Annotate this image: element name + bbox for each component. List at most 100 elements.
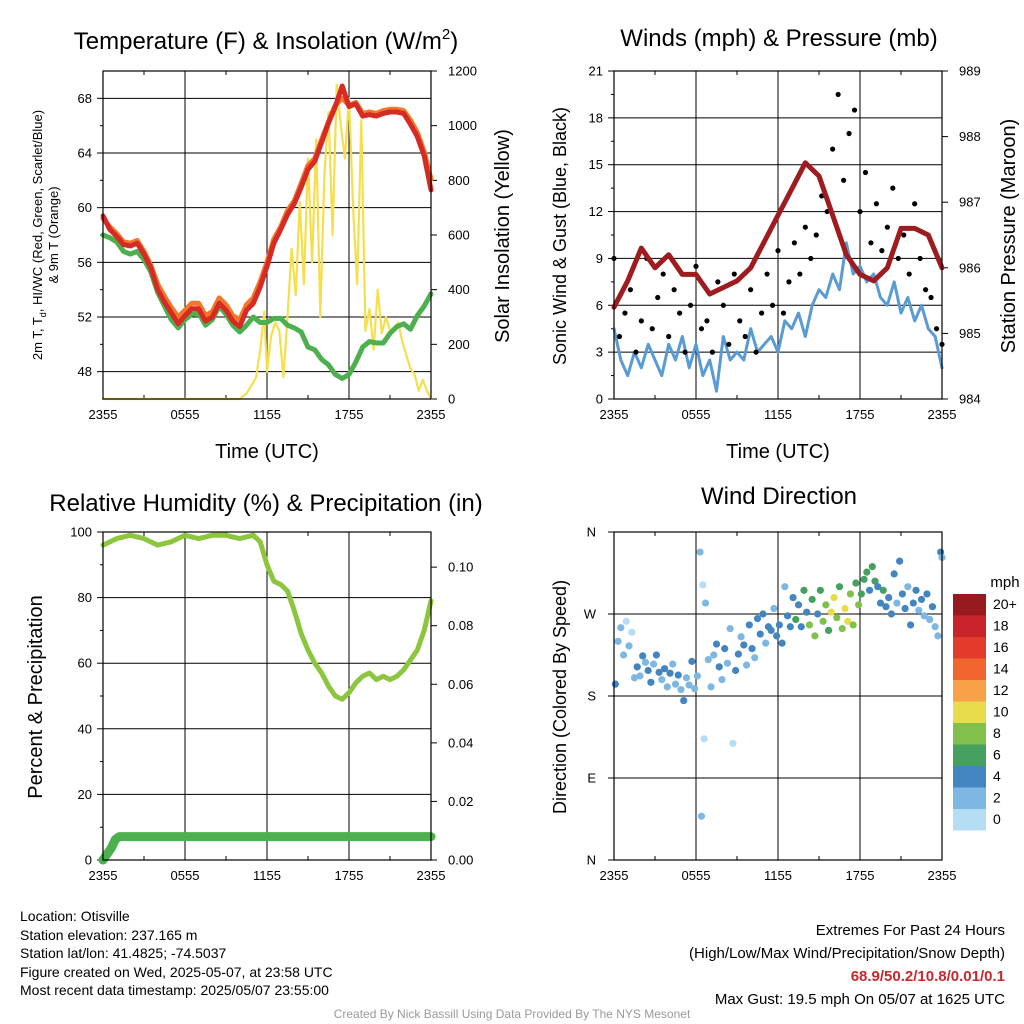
wind-direction-point xyxy=(811,632,819,640)
extremes-title: Extremes For Past 24 Hours xyxy=(815,922,1005,939)
wind-direction-point xyxy=(819,617,827,625)
wind-direction-point xyxy=(715,663,723,671)
y-right-tick-label: 400 xyxy=(448,282,470,297)
station-elevation: Station elevation: 237.165 m xyxy=(20,926,198,943)
x-tick-label: 0555 xyxy=(171,868,200,883)
direction-tick-label: E xyxy=(587,771,596,786)
wind-direction-point xyxy=(876,599,885,607)
wind-direction-point xyxy=(797,623,805,631)
y-tick-label: 9 xyxy=(596,251,603,266)
gust-point xyxy=(846,130,852,137)
x-tick-label: 1155 xyxy=(764,868,792,883)
gust-point xyxy=(786,279,792,285)
gust-point xyxy=(666,333,672,340)
y-tick-label: 64 xyxy=(78,146,92,161)
wind-direction-point xyxy=(783,612,792,620)
extremes-subtitle: (High/Low/Max Wind/Precipitation/Snow De… xyxy=(689,945,1005,962)
legend-label: 4 xyxy=(993,768,1001,784)
wind-direction-point xyxy=(655,668,663,676)
wind-direction-point xyxy=(625,642,633,650)
gust-point xyxy=(862,169,869,176)
legend-swatch xyxy=(953,680,986,702)
wind-direction-point xyxy=(874,583,882,591)
wind-direction-point xyxy=(721,645,729,653)
wind-direction-point xyxy=(816,586,824,594)
wind-direction-point xyxy=(887,610,896,618)
y-tick-label: 3 xyxy=(596,345,603,360)
gust-point xyxy=(638,318,644,324)
gust-point xyxy=(917,255,923,262)
wind-direction-point xyxy=(898,590,906,598)
direction-tick-label: N xyxy=(587,525,596,540)
legend-label: 16 xyxy=(993,639,1009,655)
plot-border xyxy=(102,70,432,400)
gust-point xyxy=(895,255,901,262)
gust-point xyxy=(720,302,726,308)
wind-direction-point xyxy=(857,590,865,598)
legend-swatch xyxy=(953,723,986,745)
temperature-ylabel-right: Solar Insolation (Yellow) xyxy=(492,129,514,343)
legend-label: 10 xyxy=(993,704,1009,720)
temperature-xlabel: Time (UTC) xyxy=(215,441,319,463)
x-tick-label: 0555 xyxy=(682,407,711,422)
x-tick-label: 2355 xyxy=(600,868,629,883)
wind-direction-point xyxy=(814,610,822,618)
gust-point xyxy=(764,271,770,277)
legend-label: 8 xyxy=(993,725,1001,741)
wind-direction-point xyxy=(808,595,816,604)
plot-border xyxy=(613,531,943,861)
temperature-ylabel-left: 2m T, Td, HI/WC (Red, Green, Scarlet/Blu… xyxy=(30,110,48,360)
temperature-insolation-plot: 2355 0555 1155 1755 2355 48 52 56 60 64 68 0 200 400 6… xyxy=(78,64,477,423)
gust-point xyxy=(802,224,808,230)
plot-border xyxy=(102,531,432,861)
wind-direction-point xyxy=(674,671,682,679)
wind-direction-point xyxy=(644,666,652,675)
wind-direction-point xyxy=(920,612,928,620)
gust-point xyxy=(830,146,836,152)
wind-direction-point xyxy=(633,663,641,671)
gust-point xyxy=(928,294,934,301)
winds-ylabel-right: Station Pressure (Maroon) xyxy=(998,119,1020,354)
y-tick-label: 40 xyxy=(78,721,92,736)
legend-label: 20+ xyxy=(993,596,1017,612)
extremes-summary: Extremes For Past 24 Hours (High/Low/Max… xyxy=(689,919,1005,1011)
wind-direction-point xyxy=(773,632,781,640)
wind-direction-point xyxy=(912,586,920,594)
wind-direction-point xyxy=(775,621,783,629)
wind-direction-point xyxy=(732,666,740,675)
wind-direction-point xyxy=(666,669,674,677)
x-tick-label: 1755 xyxy=(846,407,875,422)
wind-direction-point xyxy=(770,604,778,613)
wind-direction-point xyxy=(641,658,650,666)
wind-direction-point xyxy=(923,590,931,598)
wind-direction-point xyxy=(759,610,767,618)
gust-point xyxy=(726,341,732,347)
wind-direction-point xyxy=(696,548,704,556)
temperature-series-line xyxy=(101,83,433,401)
wind-direction-point xyxy=(697,812,706,820)
legend-swatch xyxy=(953,766,986,788)
y-right-tick-label: 987 xyxy=(959,195,981,210)
precipitation-line xyxy=(98,832,436,865)
relative-humidity-line xyxy=(100,532,434,702)
legend-title: mph xyxy=(990,574,1019,591)
y-right-tick-label: 988 xyxy=(959,129,981,144)
figure-created: Figure created on Wed, 2025-05-07, at 23… xyxy=(20,963,333,980)
wind-direction-point xyxy=(756,630,764,638)
wind-direction-point xyxy=(846,590,855,598)
wind-direction-point xyxy=(740,641,748,649)
y-right-tick-label: 1200 xyxy=(448,64,477,79)
gust-point xyxy=(923,287,929,293)
speed-color-legend: 20+ 18 16 14 12 10 8 6 4 2 0 xyxy=(953,594,1017,831)
wind-direction-point xyxy=(917,595,926,604)
wind-direction-point xyxy=(726,624,734,633)
direction-tick-label: W xyxy=(584,607,597,622)
gust-point xyxy=(890,185,896,191)
wind-direction-point xyxy=(734,650,742,658)
wind-direction-point xyxy=(677,686,685,694)
gust-point xyxy=(660,271,666,277)
wind-direction-point xyxy=(611,680,619,688)
wind-direction-point xyxy=(794,601,803,609)
legend-label: 6 xyxy=(993,747,1001,763)
wind-direction-point xyxy=(926,615,934,624)
